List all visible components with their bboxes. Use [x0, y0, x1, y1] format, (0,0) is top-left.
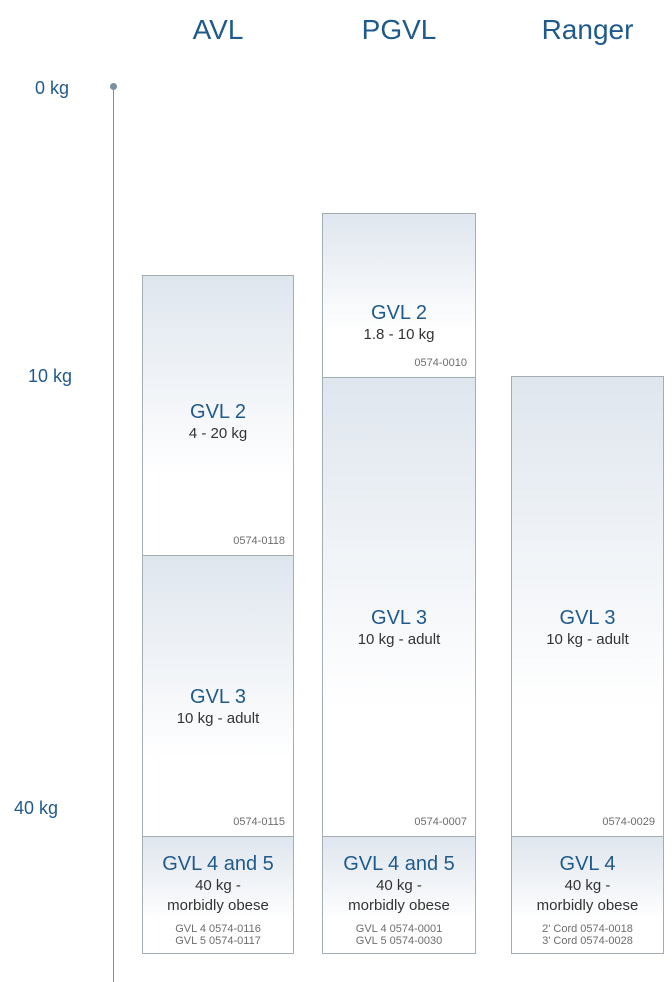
pgvl-gvl45-title: GVL 4 and 5 [343, 853, 455, 875]
avl-gvl45-codes: GVL 4 0574-0116 GVL 5 0574-0117 [143, 923, 293, 947]
column-header-avl: AVL [192, 14, 244, 45]
avl-gvl2-code: 0574-0118 [233, 535, 285, 547]
avl-gvl45-range-line2: morbidly obese [167, 897, 269, 914]
avl-gvl5-code: GVL 5 0574-0117 [175, 935, 261, 947]
ranger-2ft-cord-code: 2' Cord 0574-0018 [542, 923, 633, 935]
ranger-gvl4-codes: 2' Cord 0574-0018 3' Cord 0574-0028 [512, 923, 663, 947]
axis-label-40kg: 40 kg [14, 798, 59, 818]
avl-gvl3-title: GVL 3 [190, 686, 246, 708]
pgvl-gvl5-code: GVL 5 0574-0030 [355, 935, 443, 947]
pgvl-gvl45-codes: GVL 4 0574-0001 GVL 5 0574-0030 [323, 923, 475, 947]
ranger-gvl3-range: 10 kg - adult [546, 631, 629, 648]
pgvl-gvl3-title: GVL 3 [371, 607, 427, 629]
ranger-gvl4-box: GVL 4 40 kg - morbidly obese 2' Cord 057… [511, 836, 664, 954]
avl-gvl4-code: GVL 4 0574-0116 [175, 923, 261, 935]
ranger-3ft-cord-code: 3' Cord 0574-0028 [542, 935, 633, 947]
avl-gvl2-title: GVL 2 [190, 401, 246, 423]
avl-gvl45-box: GVL 4 and 5 40 kg - morbidly obese GVL 4… [142, 836, 294, 954]
pgvl-gvl3-range: 10 kg - adult [357, 631, 441, 648]
pgvl-gvl45-box: GVL 4 and 5 40 kg - morbidly obese GVL 4… [322, 836, 476, 954]
ranger-gvl4-title: GVL 4 [559, 853, 616, 875]
pgvl-gvl4-code: GVL 4 0574-0001 [355, 923, 443, 935]
pgvl-gvl2-code: 0574-0010 [414, 357, 467, 369]
pgvl-gvl45-range-line1: 40 kg - [376, 877, 422, 894]
pgvl-gvl45-range-line2: morbidly obese [348, 897, 450, 914]
ranger-gvl3-box: GVL 3 10 kg - adult 0574-0029 [511, 376, 664, 837]
ranger-gvl4-range-line2: morbidly obese [536, 897, 639, 914]
ranger-gvl3-title: GVL 3 [559, 607, 616, 629]
avl-gvl3-box: GVL 3 10 kg - adult 0574-0115 [142, 555, 294, 837]
weight-axis-line [113, 86, 114, 982]
ranger-gvl3-code: 0574-0029 [602, 816, 655, 828]
avl-gvl2-range: 4 - 20 kg [188, 425, 248, 442]
avl-gvl45-title: GVL 4 and 5 [162, 853, 274, 875]
pgvl-gvl3-code: 0574-0007 [414, 816, 467, 828]
pgvl-gvl2-title: GVL 2 [371, 302, 427, 324]
pgvl-gvl3-box: GVL 3 10 kg - adult 0574-0007 [322, 377, 476, 837]
avl-gvl45-range-line1: 40 kg - [195, 877, 241, 894]
axis-label-0kg: 0 kg [35, 78, 70, 98]
ranger-gvl4-range-line1: 40 kg - [564, 877, 611, 894]
axis-label-10kg: 10 kg [28, 366, 73, 386]
column-header-pgvl: PGVL [361, 14, 437, 45]
pgvl-gvl2-range: 1.8 - 10 kg [363, 326, 435, 343]
avl-gvl3-code: 0574-0115 [233, 816, 285, 828]
avl-gvl3-range: 10 kg - adult [176, 710, 260, 727]
column-header-ranger: Ranger [541, 14, 634, 45]
avl-gvl2-box: GVL 2 4 - 20 kg 0574-0118 [142, 275, 294, 556]
pgvl-gvl2-box: GVL 2 1.8 - 10 kg 0574-0010 [322, 213, 476, 378]
